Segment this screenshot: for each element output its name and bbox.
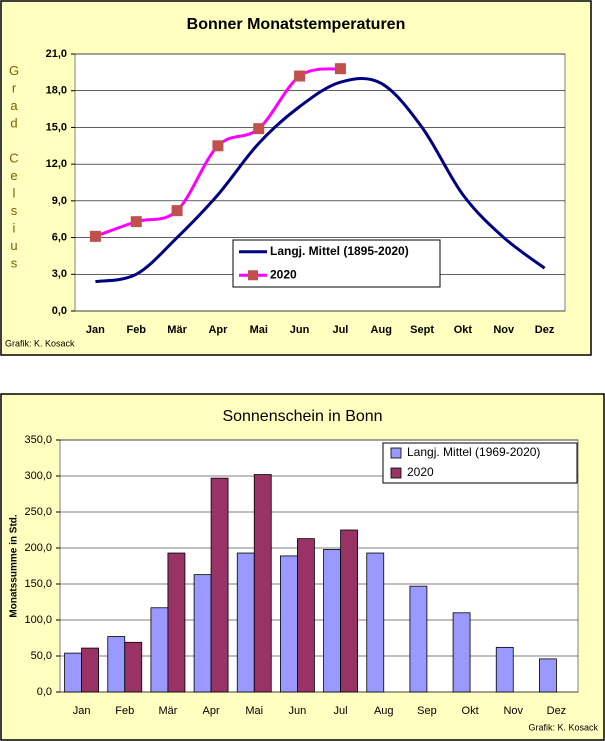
y-tick-label: 100,0 [24, 614, 52, 626]
y-tick-label: 6,0 [52, 231, 67, 243]
y-tick-label: 200,0 [24, 542, 52, 554]
y-tick-label: 12,0 [46, 158, 67, 170]
y-tick-label: 300,0 [24, 470, 52, 482]
marker [130, 216, 142, 228]
bar [409, 585, 428, 693]
legend-box [232, 239, 441, 288]
x-tick-label: Nov [493, 324, 515, 336]
line-series [95, 76, 546, 284]
y-tick-label: 350,0 [24, 434, 52, 446]
x-tick-label: Apr [203, 705, 220, 717]
x-tick-label: Okt [462, 705, 479, 717]
marker [171, 205, 183, 217]
y-tick-label: 150,0 [24, 578, 52, 590]
legend-label: Langj. Mittel (1895-2020) [270, 244, 409, 258]
y-tick-label: 18,0 [46, 85, 67, 97]
y-tick-label: 50,0 [31, 650, 52, 662]
x-tick-label: Sep [417, 705, 437, 717]
y-tick-label: 0,0 [52, 305, 67, 317]
x-tick-label: Jun [290, 324, 310, 336]
bar [81, 647, 99, 693]
x-tick-label: Mai [250, 324, 268, 336]
y-tick-label: 0,0 [37, 686, 52, 698]
x-tick-label: Mär [167, 324, 187, 336]
note: Grafik: K. Kosack [528, 722, 598, 732]
bar [297, 538, 315, 693]
bar [539, 658, 557, 693]
y-tick-label: 9,0 [52, 195, 67, 207]
bar [253, 474, 272, 693]
legend-label: 2020 [407, 465, 434, 479]
bar [323, 549, 341, 693]
x-tick-label: Jul [334, 705, 348, 717]
legend-box [382, 442, 578, 484]
bar [340, 529, 358, 693]
legend-swatch [390, 447, 402, 459]
legend-swatch [390, 467, 402, 479]
bar [107, 636, 126, 693]
bar [280, 555, 298, 693]
marker [89, 230, 101, 242]
legend-label: 2020 [270, 267, 297, 281]
x-tick-label: Jul [332, 324, 348, 336]
chart-title: Bonner Monatstemperaturen [187, 16, 406, 33]
y-tick-label: 250,0 [24, 506, 52, 518]
legend-marker [248, 270, 258, 281]
chart-title: Sonnenschein in Bonn [222, 408, 382, 425]
bar [452, 612, 471, 693]
x-tick-label: Aug [374, 705, 394, 717]
x-tick-label: Dez [535, 324, 555, 336]
marker [253, 123, 265, 135]
y-axis-label: Monatssumme in Std. [9, 514, 20, 618]
x-tick-label: Jan [73, 705, 91, 717]
marker [294, 70, 306, 82]
x-tick-label: Apr [208, 324, 228, 336]
bar [366, 552, 385, 693]
x-tick-label: Aug [371, 324, 392, 336]
x-tick-label: Mai [245, 705, 263, 717]
legend-label: Langj. Mittel (1969-2020) [407, 445, 540, 459]
x-tick-label: Okt [454, 324, 473, 336]
marker [212, 140, 224, 152]
x-tick-label: Mär [158, 705, 177, 717]
x-tick-label: Dez [547, 705, 567, 717]
x-tick-label: Feb [126, 324, 146, 336]
bar [193, 574, 212, 693]
bar [150, 607, 169, 693]
bar [236, 552, 255, 693]
y-tick-label: 15,0 [46, 121, 67, 133]
x-tick-label: Jun [289, 705, 307, 717]
marker [334, 63, 346, 75]
bar [64, 652, 82, 693]
bar [124, 641, 143, 693]
bar [167, 552, 186, 693]
x-tick-label: Sept [410, 324, 434, 336]
note: Grafik: K. Kosack [5, 338, 75, 348]
x-tick-label: Jan [86, 324, 105, 336]
y-tick-label: 21,0 [46, 48, 67, 60]
bar [210, 477, 229, 693]
x-tick-label: Nov [503, 705, 523, 717]
x-tick-label: Feb [115, 705, 134, 717]
bar [495, 646, 514, 693]
y-tick-label: 3,0 [52, 268, 67, 280]
